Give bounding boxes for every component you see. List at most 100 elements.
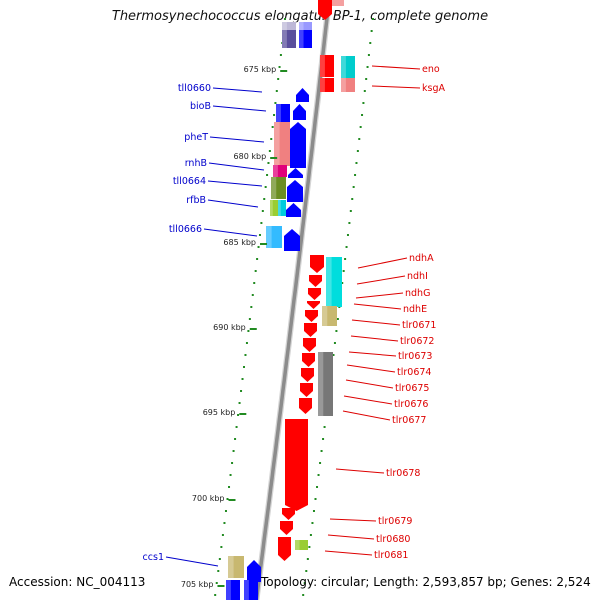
gene-block-bottom-highlight	[226, 580, 231, 600]
gene-label-tlr0681: tlr0681	[374, 550, 408, 561]
tick-dot-forward	[346, 234, 349, 236]
tick-dot-forward	[312, 510, 315, 512]
gene-label-pheT: pheT	[184, 132, 208, 143]
tick-dot-forward	[333, 342, 336, 344]
backbone-line	[254, 0, 331, 600]
gene-label-bioB: bioB	[190, 101, 211, 112]
tick-dot-forward	[316, 486, 319, 488]
gene-arrow-tlr0672	[304, 323, 317, 337]
gene-fade	[282, 22, 312, 30]
tick-dot-reverse	[224, 510, 227, 512]
leader-line	[371, 85, 421, 89]
gene-label-ndhA: ndhA	[409, 253, 434, 264]
scale-tick	[280, 70, 288, 72]
tick-dot-forward	[332, 354, 335, 356]
tick-dot-reverse	[235, 426, 238, 428]
tick-dot-reverse	[214, 594, 217, 596]
tick-dot-forward	[341, 282, 344, 284]
tick-dot-forward	[363, 90, 366, 92]
leader-line	[350, 335, 399, 342]
tick-dot-forward	[371, 18, 374, 20]
gene-block-eno	[341, 56, 355, 78]
tick-dot-reverse	[238, 402, 241, 404]
tick-dot-reverse	[279, 54, 282, 56]
leader-line	[209, 136, 265, 143]
gene-block-pheT-highlight	[274, 122, 280, 166]
tick-marks	[214, 18, 374, 596]
scale-label: 695 kbp	[203, 408, 236, 417]
gene-arrow-top	[318, 0, 332, 20]
scale-label: 690 kbp	[213, 323, 246, 332]
tick-dot-reverse	[226, 498, 229, 500]
tick-dot-forward	[308, 546, 311, 548]
scale-tick	[270, 157, 278, 159]
tick-dot-forward	[349, 210, 352, 212]
gene-features	[226, 0, 355, 600]
tick-dot-reverse	[283, 18, 286, 20]
scale-label: 685 kbp	[223, 238, 256, 247]
gene-block-ndhE-highlight	[322, 306, 328, 326]
leader-line	[329, 518, 377, 522]
leader-line	[355, 292, 404, 299]
leader-line	[207, 180, 263, 187]
tick-dot-reverse	[271, 126, 274, 128]
leader-line	[324, 550, 373, 556]
gene-block-rfbB	[278, 200, 286, 216]
scale-labels: 675 kbp 680 kbp 685 kbp 690 kbp 695 kbp 700 k…	[181, 65, 288, 589]
tick-dot-reverse	[240, 390, 243, 392]
gene-label-ksgA: ksgA	[422, 83, 445, 94]
gene-arrow-eno-highlight	[320, 55, 325, 77]
leader-line	[356, 275, 406, 285]
gene-label-tlr0675: tlr0675	[395, 383, 429, 394]
accession-label: Accession:	[9, 575, 73, 589]
tick-dot-forward	[335, 330, 338, 332]
scale-tick	[249, 328, 257, 330]
leader-line	[348, 351, 397, 357]
gene-arrow-rnhB	[288, 168, 303, 178]
tick-dot-reverse	[260, 222, 263, 224]
tick-dot-reverse	[223, 522, 226, 524]
gene-block-bottom	[244, 580, 258, 600]
leader-line	[357, 257, 408, 269]
scale-tick	[260, 243, 268, 245]
gene-block-bioB-highlight	[276, 104, 281, 122]
tick-dot-forward	[355, 162, 358, 164]
gene-arrow-tlr0674	[302, 353, 315, 367]
gene-block-rfbB-highlight	[278, 200, 281, 216]
gene-block-pheT	[274, 122, 290, 166]
gene-block-tll0666-highlight	[266, 226, 272, 248]
gene-label-tlr0678: tlr0678	[386, 468, 420, 479]
tick-dot-reverse	[257, 246, 260, 248]
tick-dot-forward	[342, 270, 345, 272]
gene-label-tlr0673: tlr0673	[398, 351, 432, 362]
leader-line	[212, 87, 263, 93]
scale-tick	[217, 585, 225, 587]
tick-dot-reverse	[275, 90, 278, 92]
tick-dot-forward	[359, 126, 362, 128]
leader-line	[343, 395, 393, 405]
length-label: Length:	[373, 575, 419, 589]
leader-line	[203, 228, 258, 237]
leader-line	[212, 105, 267, 112]
gene-block-top	[332, 0, 344, 6]
gene-block-bottom-highlight	[244, 580, 249, 600]
gene-block-rfbB-highlight	[270, 200, 273, 216]
tick-dot-reverse	[234, 438, 237, 440]
gene-block-tll0666	[266, 226, 282, 248]
gene-arrow-ndhI	[309, 275, 322, 287]
gene-block-tll0664	[271, 177, 286, 199]
tick-dot-reverse	[256, 258, 259, 260]
tick-dot-forward	[323, 426, 326, 428]
tick-dot-reverse	[261, 210, 264, 212]
tick-dot-reverse	[277, 78, 280, 80]
gene-label-tlr0677: tlr0677	[392, 415, 426, 426]
gene-arrow-tll0660	[296, 88, 309, 102]
tick-dot-reverse	[245, 342, 248, 344]
gene-arrow-eno	[320, 55, 334, 77]
gene-block-rnhB	[273, 165, 287, 177]
scale-label: 705 kbp	[181, 580, 214, 589]
gene-label-tlr0671: tlr0671	[402, 320, 436, 331]
tick-dot-reverse	[228, 486, 231, 488]
gene-arrow-tlr0671	[305, 310, 318, 322]
gene-block-eno-highlight	[341, 56, 346, 78]
